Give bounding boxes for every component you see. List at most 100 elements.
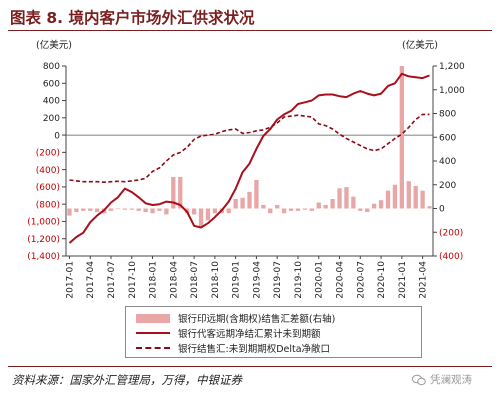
right-tick-label: 1,200 [439, 62, 465, 72]
bar [212, 208, 218, 214]
x-tick-label: 2020-01 [315, 261, 325, 299]
x-tick-label: 2019-01 [232, 261, 242, 299]
bar [413, 185, 418, 209]
bar [323, 204, 328, 209]
right-tick-label: 0 [439, 205, 445, 215]
left-tick-label: (800) [36, 200, 60, 210]
x-tick-label: 2018-04 [169, 261, 179, 299]
bar [143, 208, 148, 213]
legend-label-bars: 银行印远期(含期权)结售汇差额(右轴) [178, 314, 336, 325]
legend-item-dashed-line: 银行结售汇:未到期期权Delta净敞口 [136, 340, 330, 356]
bar [233, 199, 238, 209]
bar [288, 208, 294, 211]
bar [281, 208, 287, 214]
left-axis-ticks: 800 600 400 200 0 (200) (400) (600) (800) (1,000)… [27, 62, 66, 262]
bar [164, 208, 169, 215]
x-tick-label: 2021-01 [398, 261, 408, 299]
left-tick-label: (600) [36, 183, 60, 193]
x-tick-label: 2019-07 [273, 261, 283, 299]
left-tick-label: 600 [43, 79, 60, 89]
footer-rule [8, 366, 492, 367]
right-tick-label: 400 [439, 157, 456, 167]
left-tick-label: 0 [54, 131, 60, 141]
x-tick-label: 2020-10 [377, 261, 387, 299]
right-tick-label: 1,000 [439, 86, 465, 96]
right-tick-label: 800 [439, 110, 456, 120]
left-tick-label: 200 [43, 114, 60, 124]
bar-series [67, 66, 432, 227]
left-axis-unit: (亿美元) [36, 39, 72, 51]
right-axis-ticks: 1,200 1,000 800 600 400 200 0 (200) (400) [433, 62, 465, 262]
legend-label-dashed-line: 银行结售汇:未到期期权Delta净敞口 [178, 344, 331, 355]
left-tick-label: (200) [36, 149, 60, 159]
bar [254, 180, 259, 209]
bar [351, 196, 356, 209]
bar [309, 208, 314, 211]
left-tick-label: 400 [43, 97, 60, 107]
bar [108, 208, 114, 211]
bar [427, 206, 432, 209]
left-tick-label: (1,400) [27, 252, 60, 262]
x-tick-label: 2017-04 [86, 261, 96, 299]
bar [136, 208, 141, 211]
bar [74, 208, 79, 213]
x-tick-label: 2019-04 [252, 261, 262, 299]
bar [198, 208, 204, 227]
watermark: 凭澜观涛 [412, 372, 472, 387]
left-tick-label: (1,000) [27, 218, 60, 228]
x-axis-ticks: 2017-01 2017-04 2017-07 2017-10 2018-01 2018-… [65, 256, 429, 299]
right-tick-label: (200) [439, 228, 463, 238]
bar [240, 197, 245, 209]
x-tick-label: 2017-10 [128, 261, 138, 299]
line-series [68, 72, 430, 244]
dashed-series-line [69, 113, 430, 183]
bar [150, 208, 155, 214]
left-tick-label: (400) [36, 166, 60, 176]
bar [330, 199, 335, 209]
bar [420, 190, 425, 209]
bar [371, 203, 377, 209]
legend-swatch-solid-line [136, 332, 170, 334]
left-tick-label: 800 [43, 62, 60, 72]
bar [406, 181, 411, 209]
right-axis-unit: (亿美元) [402, 39, 438, 51]
watermark-text: 凭澜观涛 [430, 374, 472, 386]
source-note: 资料来源：国家外汇管理局，万得，中银证券 [12, 373, 242, 387]
bar [275, 204, 280, 209]
plot-frame [65, 66, 434, 257]
bar [157, 208, 162, 211]
legend-item-solid-line: 银行代客远期净结汇累计未到期额 [136, 325, 321, 341]
bar [337, 188, 342, 209]
x-tick-label: 2018-01 [149, 261, 159, 299]
bar [295, 208, 301, 211]
bar [67, 208, 72, 216]
bar [261, 204, 266, 209]
bar [365, 208, 370, 213]
x-tick-label: 2020-07 [356, 261, 366, 299]
bar [268, 208, 273, 214]
x-tick-label: 2018-07 [190, 261, 200, 299]
bar [247, 191, 252, 209]
bar [358, 208, 363, 211]
bar [316, 202, 321, 209]
bar [95, 208, 100, 213]
bar [122, 208, 128, 210]
chat-bubble-icon [412, 374, 426, 385]
bar [178, 177, 183, 209]
legend-item-bars: 银行印远期(含期权)结售汇差额(右轴) [136, 310, 335, 326]
bar [205, 208, 211, 221]
x-tick-label: 2021-04 [419, 261, 429, 299]
left-tick-label: (1,200) [27, 235, 60, 245]
legend: 银行印远期(含期权)结售汇差额(右轴) 银行代客远期净结汇累计未到期额 银行结售… [125, 306, 422, 358]
bar [88, 208, 93, 211]
bar [129, 208, 134, 210]
figure-title: 图表 8. 境内客户市场外汇供求状况 [10, 9, 255, 27]
bar [171, 177, 176, 209]
bar [226, 208, 231, 214]
x-tick-label: 2019-10 [294, 261, 304, 299]
legend-label-solid-line: 银行代客远期净结汇累计未到期额 [178, 329, 321, 340]
bar [385, 190, 391, 209]
right-tick-label: 200 [439, 181, 456, 191]
x-tick-label: 2017-07 [107, 261, 117, 299]
